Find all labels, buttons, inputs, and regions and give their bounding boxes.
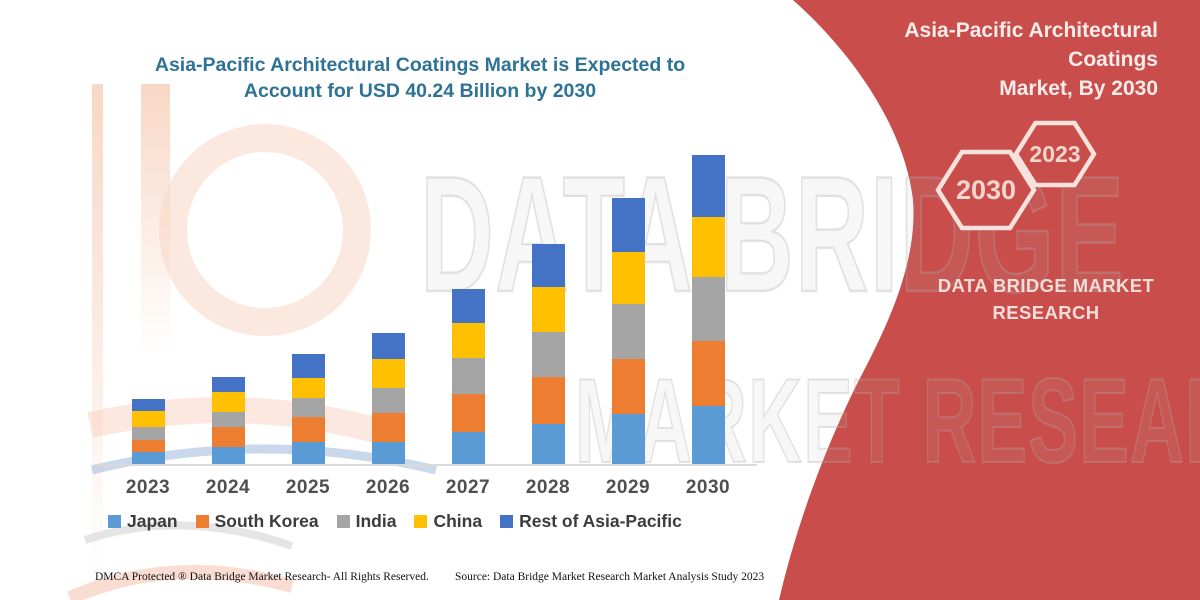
x-axis-label-2029: 2029: [605, 477, 651, 498]
bar-segment-japan: [451, 431, 485, 465]
bar-segment-india: [291, 398, 325, 418]
x-axis-label-2028: 2028: [525, 477, 571, 498]
x-axis-label-2027: 2027: [445, 477, 491, 498]
legend-swatch: [414, 515, 428, 528]
bar-segment-rest-of-asia-pacific: [611, 198, 645, 252]
bar-segment-south-korea: [291, 417, 325, 443]
legend-label: Japan: [127, 511, 178, 531]
bar-segment-china: [531, 287, 565, 332]
bar-segment-south-korea: [131, 440, 165, 453]
legend-label: India: [355, 511, 397, 531]
hexagon-2023-label: 2023: [1029, 141, 1080, 167]
bar-2025: [291, 353, 325, 465]
bar-segment-india: [371, 388, 405, 414]
bar-segment-rest-of-asia-pacific: [691, 155, 725, 217]
bar-segment-japan: [371, 441, 405, 465]
x-axis-label-2024: 2024: [205, 477, 251, 498]
bar-chart-plot: [95, 140, 760, 465]
bar-segment-south-korea: [211, 426, 245, 447]
right-panel-title: Asia-Pacific Architectural Coatings Mark…: [820, 16, 1158, 103]
chart-title: Asia-Pacific Architectural Coatings Mark…: [105, 52, 735, 104]
bar-segment-japan: [531, 424, 565, 465]
bar-2029: [611, 198, 645, 465]
bar-segment-india: [531, 331, 565, 377]
brand-text-line2: RESEARCH: [992, 302, 1100, 323]
bar-segment-rest-of-asia-pacific: [211, 376, 245, 392]
bar-segment-japan: [131, 452, 165, 465]
brand-text-line1: DATA BRIDGE MARKET: [937, 275, 1155, 296]
bar-segment-china: [291, 377, 325, 399]
bar-segment-china: [451, 322, 485, 359]
legend-swatch: [500, 515, 514, 528]
legend-label: South Korea: [214, 511, 319, 531]
legend-label: Rest of Asia-Pacific: [519, 511, 682, 531]
legend-label: China: [433, 511, 483, 531]
legend-item-china: China: [414, 511, 482, 532]
x-axis-label-2023: 2023: [125, 477, 171, 498]
bar-segment-china: [611, 251, 645, 305]
bar-segment-china: [371, 359, 405, 389]
x-axis-labels: 2023 2024 2025 2026 2027 2028 2029 2030: [95, 477, 760, 503]
bar-2024: [211, 376, 245, 465]
bar-segment-rest-of-asia-pacific: [451, 289, 485, 323]
legend-item-india: India: [336, 511, 397, 532]
chart-title-line2: Account for USD 40.24 Billion by 2030: [243, 80, 597, 102]
bar-segment-south-korea: [451, 393, 485, 432]
bar-2023: [131, 399, 165, 465]
bar-segment-india: [611, 304, 645, 360]
legend-item-japan: Japan: [108, 511, 178, 532]
bar-segment-japan: [211, 446, 245, 465]
bar-segment-india: [451, 358, 485, 394]
bar-segment-south-korea: [371, 413, 405, 442]
bar-segment-rest-of-asia-pacific: [531, 243, 565, 288]
bar-segment-india: [691, 277, 725, 341]
bar-segment-south-korea: [691, 341, 725, 406]
hexagon-2030-label: 2030: [956, 175, 1016, 205]
legend: Japan South Korea India China Rest of Asia-P…: [108, 511, 682, 532]
x-axis-label-2030: 2030: [685, 477, 731, 498]
bar-segment-rest-of-asia-pacific: [371, 332, 405, 360]
source-notice: Source: Data Bridge Market Research Mark…: [455, 571, 765, 583]
chart-title-line1: Asia-Pacific Architectural Coatings Mark…: [154, 54, 686, 76]
bar-segment-china: [131, 411, 165, 428]
legend-swatch: [336, 515, 350, 528]
x-axis-label-2026: 2026: [365, 477, 411, 498]
brand-text: DATA BRIDGE MARKET RESEARCH: [915, 272, 1177, 326]
legend-item-south-korea: South Korea: [195, 511, 319, 532]
bar-segment-rest-of-asia-pacific: [291, 353, 325, 378]
hexagon-2023: [1013, 120, 1097, 188]
red-panel-shape: [779, 0, 1200, 600]
hexagon-2030: [935, 149, 1037, 231]
x-axis-label-2025: 2025: [285, 477, 331, 498]
right-panel-title-line2: Market, By 2030: [999, 77, 1158, 100]
bar-segment-india: [211, 411, 245, 427]
bar-2030: [691, 155, 725, 465]
bar-segment-china: [691, 217, 725, 277]
bar-segment-south-korea: [531, 376, 565, 425]
bar-2026: [371, 332, 405, 465]
dmca-notice: DMCA Protected ® Data Bridge Market Rese…: [95, 571, 429, 583]
bar-segment-south-korea: [611, 359, 645, 414]
bar-segment-india: [131, 427, 165, 441]
bar-segment-japan: [291, 442, 325, 465]
bar-2027: [451, 289, 485, 465]
bar-2028: [531, 243, 565, 465]
bar-segment-rest-of-asia-pacific: [131, 399, 165, 412]
legend-item-rest-of-asia-pacific: Rest of Asia-Pacific: [500, 511, 682, 532]
bar-segment-japan: [691, 406, 725, 465]
right-panel-title-line1: Asia-Pacific Architectural Coatings: [904, 19, 1158, 71]
legend-swatch: [108, 515, 121, 528]
legend-swatch: [195, 515, 209, 528]
bar-segment-china: [211, 391, 245, 412]
x-axis-line: [95, 464, 757, 466]
bar-segment-japan: [611, 413, 645, 465]
